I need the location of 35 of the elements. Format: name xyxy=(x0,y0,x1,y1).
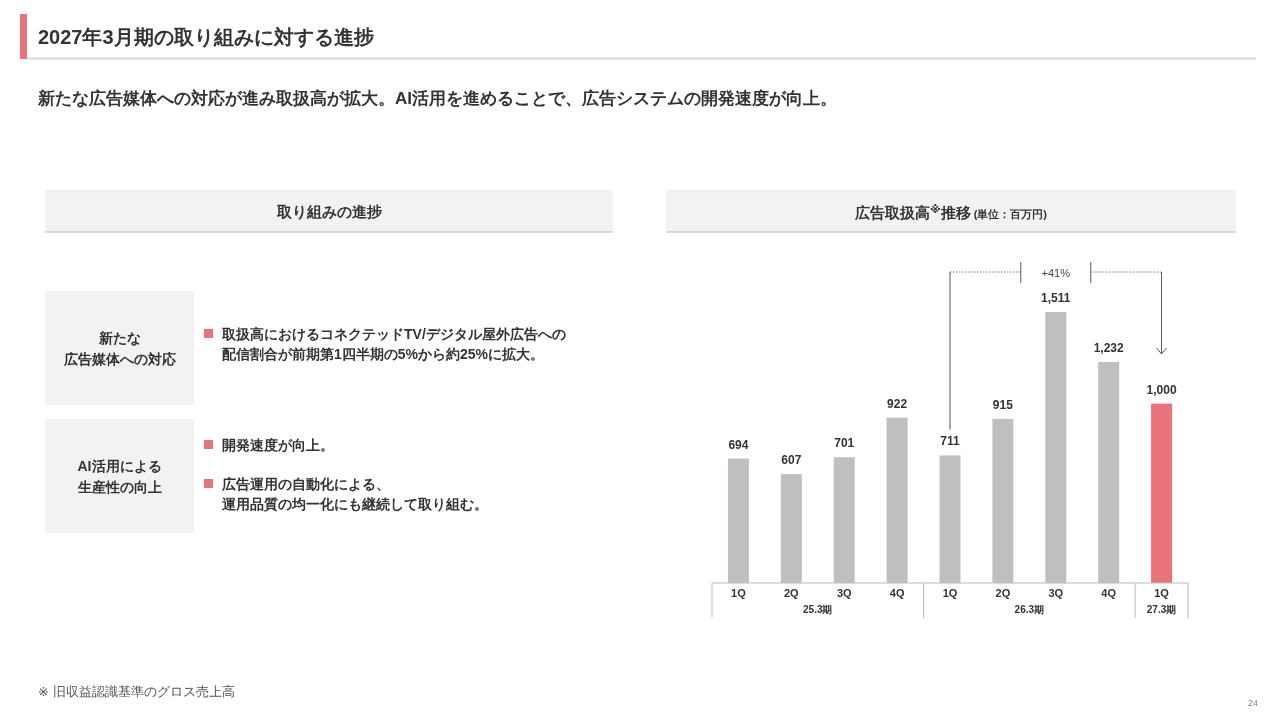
x-tick-label: 4Q xyxy=(889,587,905,599)
text: 27.3期 xyxy=(1146,604,1177,615)
data-label: 701 xyxy=(834,436,855,451)
data-label: 915 xyxy=(992,397,1014,412)
x-tick-label: 3Q xyxy=(1048,587,1064,599)
data-label: 694 xyxy=(728,437,749,452)
text: 開発速度が向上。 xyxy=(222,437,334,453)
data-label: 711 xyxy=(940,434,961,449)
text: 新たな広告媒体への対応が進み取扱高が拡大。AI活用を進めることで、広告システムの開発速度が向上。 xyxy=(37,89,837,108)
text: 取り組みの進捗 xyxy=(275,203,382,220)
text: AI活用による生産性の向上 xyxy=(76,457,162,495)
text: 25.3期 xyxy=(803,604,833,615)
text: 新たな広告媒体への対応 xyxy=(62,329,176,367)
data-label: 607 xyxy=(781,453,802,468)
chart-subtitle: (単位：百万円) xyxy=(973,208,1048,220)
text: 2027年3月期の取り組みに対する進捗 xyxy=(38,26,374,49)
text: 取扱高におけるコネクテッドTV/デジタル屋外広告への配信割合が前期第1四半期の5%から約25%に拡大。 xyxy=(221,326,566,362)
text: ※ 旧収益認識基準のグロス売上高 xyxy=(38,684,235,699)
data-label: 1,232 xyxy=(1093,341,1125,356)
chart-title: 広告取扱高$^{※}$推移 xyxy=(853,203,971,221)
x-tick-label: 4Q xyxy=(1101,587,1117,599)
x-tick-label: 3Q xyxy=(836,587,852,599)
text: 24 xyxy=(1247,698,1258,708)
x-tick-label: 1Q xyxy=(942,587,958,599)
text: 26.3期 xyxy=(1014,604,1045,615)
data-label: 1,000 xyxy=(1146,382,1177,397)
text: 広告運用の自動化による、運用品質の均一化にも継続して取り組む。 xyxy=(221,476,488,512)
data-label: 922 xyxy=(887,396,908,411)
text: +41% xyxy=(1041,267,1071,279)
x-tick-label: 1Q xyxy=(1154,587,1170,599)
x-tick-label: 2Q xyxy=(783,587,800,599)
data-label: 1,511 xyxy=(1041,291,1071,305)
x-tick-label: 2Q xyxy=(995,587,1011,599)
x-tick-label: 1Q xyxy=(731,587,747,599)
bar xyxy=(1151,403,1173,583)
